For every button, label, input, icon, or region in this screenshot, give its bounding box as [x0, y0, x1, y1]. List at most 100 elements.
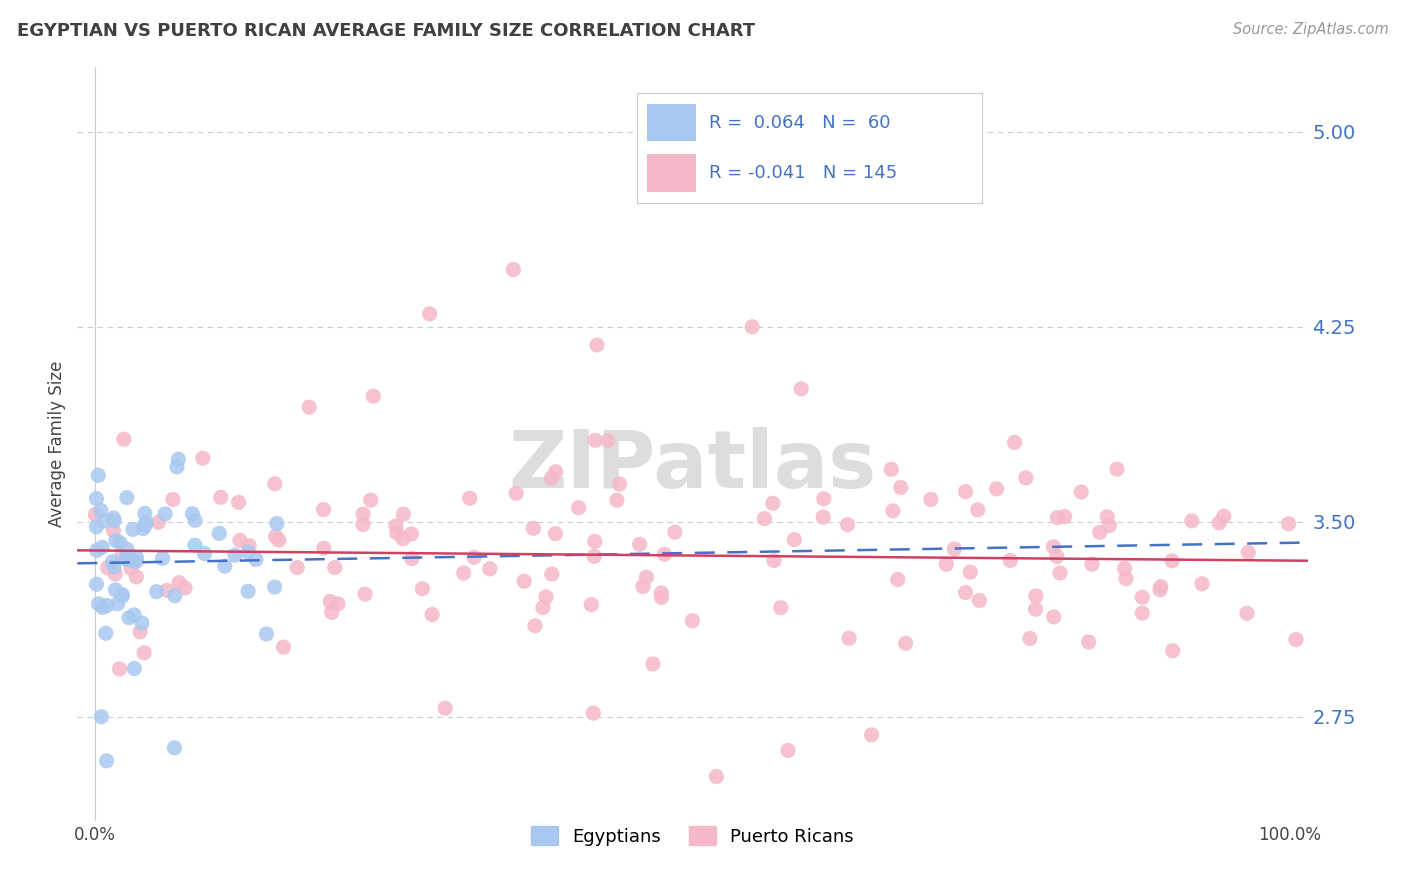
- Point: [1237, 545, 1260, 559]
- Point: [86, 491, 108, 506]
- Point: [181, 507, 204, 521]
- Point: [193, 547, 215, 561]
- Point: [264, 529, 287, 543]
- Point: [650, 586, 672, 600]
- Point: [352, 517, 374, 532]
- Point: [606, 493, 628, 508]
- Point: [654, 547, 676, 561]
- Point: [312, 502, 335, 516]
- Point: [156, 583, 179, 598]
- Point: [263, 580, 285, 594]
- Point: [762, 496, 785, 510]
- Point: [534, 590, 557, 604]
- Point: [583, 434, 606, 448]
- Point: [1042, 610, 1064, 624]
- Point: [312, 541, 335, 556]
- Point: [596, 434, 619, 448]
- Point: [531, 600, 554, 615]
- Point: [434, 701, 457, 715]
- Point: [1049, 566, 1071, 580]
- Point: [125, 550, 148, 565]
- Point: [681, 614, 703, 628]
- Point: [87, 597, 110, 611]
- Point: [1130, 591, 1153, 605]
- Point: [107, 597, 129, 611]
- Point: [419, 307, 441, 321]
- Point: [1285, 632, 1308, 647]
- Point: [811, 510, 834, 524]
- Point: [1046, 510, 1069, 524]
- Point: [238, 545, 260, 559]
- Point: [115, 551, 138, 566]
- Point: [1077, 635, 1099, 649]
- Point: [84, 508, 107, 522]
- Point: [420, 607, 443, 622]
- Point: [134, 518, 156, 533]
- Y-axis label: Average Family Size: Average Family Size: [48, 360, 66, 527]
- Point: [91, 541, 114, 555]
- Point: [167, 575, 190, 590]
- Point: [135, 516, 157, 530]
- Point: [401, 527, 423, 541]
- Point: [148, 515, 170, 529]
- Point: [882, 504, 904, 518]
- Point: [955, 585, 977, 599]
- Point: [920, 492, 942, 507]
- Point: [955, 484, 977, 499]
- Point: [1004, 435, 1026, 450]
- Point: [110, 536, 132, 550]
- Point: [115, 542, 138, 557]
- Point: [111, 589, 134, 603]
- Point: [609, 477, 631, 491]
- Point: [354, 587, 377, 601]
- Point: [166, 460, 188, 475]
- Point: [1130, 606, 1153, 620]
- Point: [90, 709, 112, 723]
- Point: [90, 503, 112, 517]
- Point: [966, 503, 988, 517]
- Point: [145, 584, 167, 599]
- Point: [86, 543, 108, 558]
- Point: [641, 657, 664, 671]
- Point: [762, 553, 785, 567]
- Point: [104, 566, 127, 581]
- Point: [134, 507, 156, 521]
- Point: [103, 511, 125, 525]
- Point: [229, 533, 252, 548]
- Point: [319, 594, 342, 608]
- Point: [1277, 516, 1299, 531]
- Point: [540, 567, 562, 582]
- Point: [1149, 582, 1171, 597]
- Point: [163, 589, 186, 603]
- Point: [1025, 602, 1047, 616]
- Point: [1150, 580, 1173, 594]
- Point: [285, 560, 308, 574]
- Point: [411, 582, 433, 596]
- Text: ZIPatlas: ZIPatlas: [509, 427, 876, 506]
- Point: [581, 598, 603, 612]
- Point: [129, 624, 152, 639]
- Point: [582, 706, 605, 721]
- Point: [110, 549, 132, 564]
- Point: [1015, 471, 1038, 485]
- Point: [1019, 632, 1042, 646]
- Point: [544, 465, 567, 479]
- Point: [568, 500, 591, 515]
- Point: [813, 491, 835, 506]
- Point: [1161, 644, 1184, 658]
- Point: [986, 482, 1008, 496]
- Point: [118, 611, 141, 625]
- Point: [86, 520, 108, 534]
- Point: [969, 593, 991, 607]
- Point: [392, 507, 415, 521]
- Point: [124, 661, 146, 675]
- Point: [87, 468, 110, 483]
- Point: [112, 432, 135, 446]
- Point: [478, 562, 501, 576]
- Point: [298, 400, 321, 414]
- Point: [392, 532, 415, 546]
- Point: [267, 533, 290, 547]
- Point: [1114, 561, 1136, 575]
- Point: [463, 550, 485, 565]
- Point: [1046, 549, 1069, 564]
